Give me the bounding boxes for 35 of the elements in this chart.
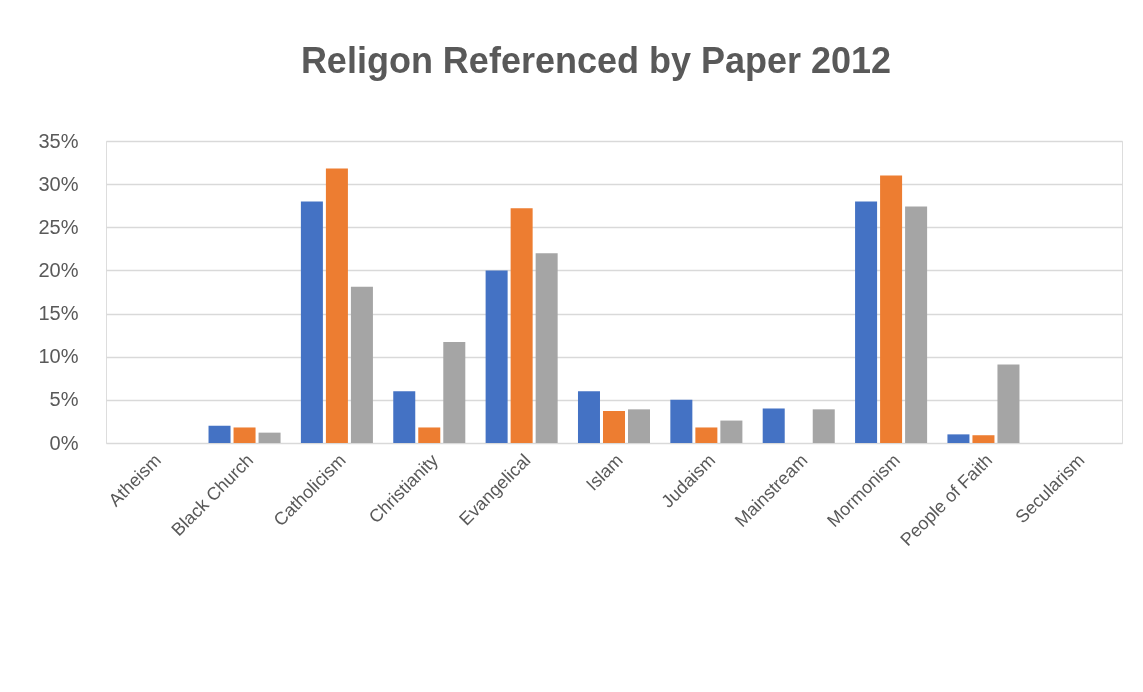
- bar: [300, 201, 323, 443]
- bar: [208, 425, 231, 443]
- bar: [812, 409, 835, 443]
- bar: [670, 399, 693, 443]
- bar: [972, 435, 995, 443]
- bar: [325, 168, 348, 443]
- bar: [695, 427, 718, 443]
- bar: [855, 201, 878, 443]
- y-tick-label: 20%: [38, 258, 79, 281]
- bar: [535, 253, 558, 443]
- bar: [393, 391, 416, 443]
- bar: [233, 427, 256, 443]
- bar: [258, 432, 281, 443]
- bar: [997, 364, 1020, 443]
- bar: [628, 409, 651, 443]
- y-tick-label: 15%: [38, 302, 79, 325]
- bar: [905, 206, 928, 443]
- bar: [350, 286, 373, 443]
- bar: [762, 408, 785, 443]
- y-tick-label: 10%: [38, 345, 79, 368]
- bar: [880, 175, 903, 443]
- bar: [485, 270, 508, 443]
- bar: [443, 342, 466, 443]
- y-tick-label: 30%: [38, 172, 79, 195]
- y-tick-label: 0%: [49, 431, 79, 454]
- y-tick-label: 25%: [38, 215, 79, 238]
- bar: [602, 411, 626, 443]
- bar: [577, 391, 600, 443]
- chart-title: Religon Referenced by Paper 2012: [300, 40, 892, 81]
- bar: [720, 420, 743, 443]
- bar: [510, 208, 533, 443]
- y-tick-label: 35%: [38, 129, 79, 152]
- bar: [947, 434, 970, 443]
- bar: [418, 427, 441, 443]
- y-tick-label: 5%: [49, 388, 79, 411]
